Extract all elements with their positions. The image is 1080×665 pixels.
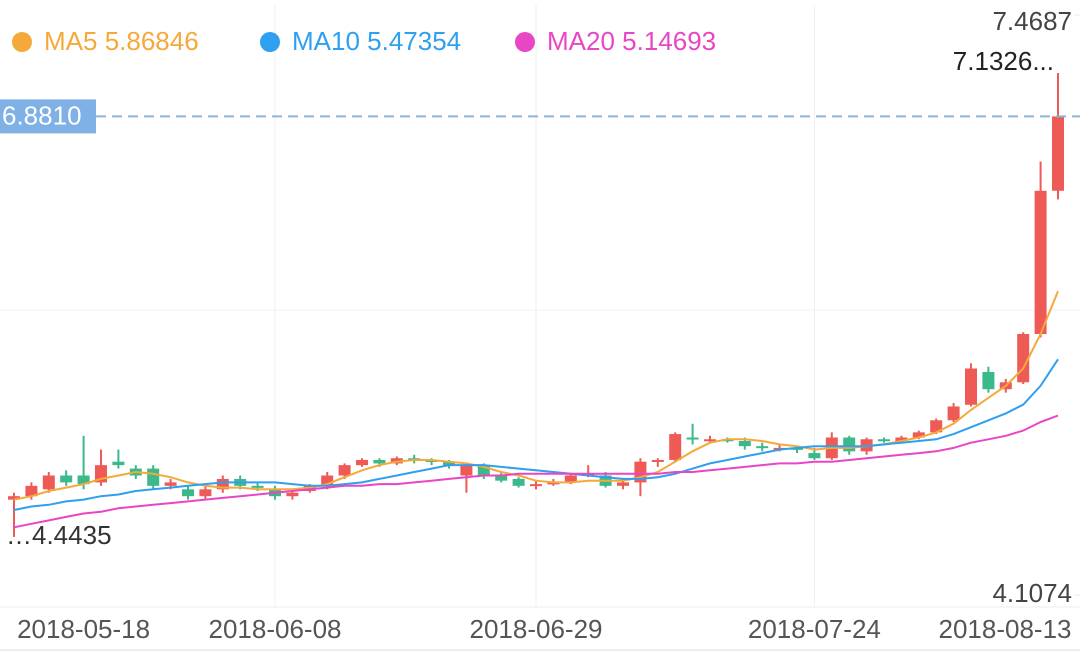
y-tick-label: 7.4687 bbox=[992, 6, 1072, 36]
candle-body bbox=[843, 437, 856, 452]
legend-entry: MA5 5.86846 bbox=[44, 26, 199, 56]
candle-body bbox=[912, 432, 925, 438]
candle-body bbox=[477, 465, 490, 476]
candle-body bbox=[460, 465, 473, 476]
ma-line bbox=[13, 358, 1059, 511]
candle-body bbox=[738, 440, 751, 447]
candle-body bbox=[373, 459, 386, 464]
legend-value: 5.86846 bbox=[105, 26, 199, 56]
crosshair-label-bg bbox=[0, 99, 96, 134]
candle-body bbox=[164, 482, 177, 486]
x-tick-label: 2018-06-29 bbox=[470, 614, 603, 644]
candle-body bbox=[704, 439, 716, 442]
legend-value: 5.47354 bbox=[367, 26, 461, 56]
candle-body bbox=[530, 484, 542, 487]
candle-body bbox=[216, 478, 229, 490]
candle-body bbox=[77, 475, 90, 485]
candle-body bbox=[808, 453, 821, 459]
candle-body bbox=[878, 439, 890, 442]
candle-body bbox=[112, 461, 125, 466]
x-tick-label: 2018-06-08 bbox=[209, 614, 342, 644]
legend-entry: MA20 5.14693 bbox=[547, 26, 716, 56]
candle-body bbox=[286, 492, 299, 497]
candle-body bbox=[495, 475, 508, 481]
legend-name: MA10 bbox=[292, 26, 360, 56]
candle-body bbox=[756, 446, 769, 449]
candle-body bbox=[564, 475, 577, 483]
legend-dot bbox=[260, 32, 280, 52]
candle-body bbox=[930, 420, 943, 433]
candle-body bbox=[199, 489, 212, 497]
x-tick-label: 2018-07-24 bbox=[748, 614, 881, 644]
candle-body bbox=[321, 475, 334, 486]
x-tick-label: 2018-05-18 bbox=[17, 614, 150, 644]
candle-body bbox=[669, 434, 682, 460]
legend-name: MA5 bbox=[44, 26, 97, 56]
candle-body bbox=[356, 459, 368, 466]
candle-body bbox=[25, 485, 38, 497]
legend-entry: MA10 5.47354 bbox=[292, 26, 461, 56]
candle-body bbox=[338, 465, 351, 476]
candle-body bbox=[651, 459, 664, 462]
candle-body bbox=[147, 468, 160, 486]
crosshair-label: 6.8810 bbox=[2, 100, 82, 130]
candle-body bbox=[965, 368, 977, 405]
legend-value: 5.14693 bbox=[622, 26, 716, 56]
y-tick-label: 4.1074 bbox=[992, 578, 1072, 608]
legend-dot bbox=[12, 32, 32, 52]
candle-body bbox=[60, 475, 73, 483]
legend-dot bbox=[515, 32, 535, 52]
max-label: 7.1326... bbox=[953, 46, 1054, 76]
candle-body bbox=[182, 489, 194, 497]
candle-body bbox=[42, 475, 55, 490]
candle-body bbox=[895, 437, 908, 441]
x-tick-label: 2018-08-13 bbox=[939, 614, 1072, 644]
candle-body bbox=[947, 406, 960, 421]
min-label: …4.4435 bbox=[6, 520, 112, 550]
candle-body bbox=[251, 485, 264, 488]
candle-body bbox=[443, 461, 455, 466]
candle-body bbox=[982, 371, 995, 390]
legend-name: MA20 bbox=[547, 26, 615, 56]
candle-body bbox=[8, 496, 20, 500]
candle-body bbox=[1017, 333, 1030, 383]
candle-body bbox=[512, 478, 525, 486]
candle-body bbox=[617, 482, 629, 486]
candle-body bbox=[1034, 190, 1047, 334]
candle-body bbox=[1052, 116, 1064, 191]
ma-line bbox=[13, 414, 1059, 529]
candle-body bbox=[686, 437, 699, 440]
